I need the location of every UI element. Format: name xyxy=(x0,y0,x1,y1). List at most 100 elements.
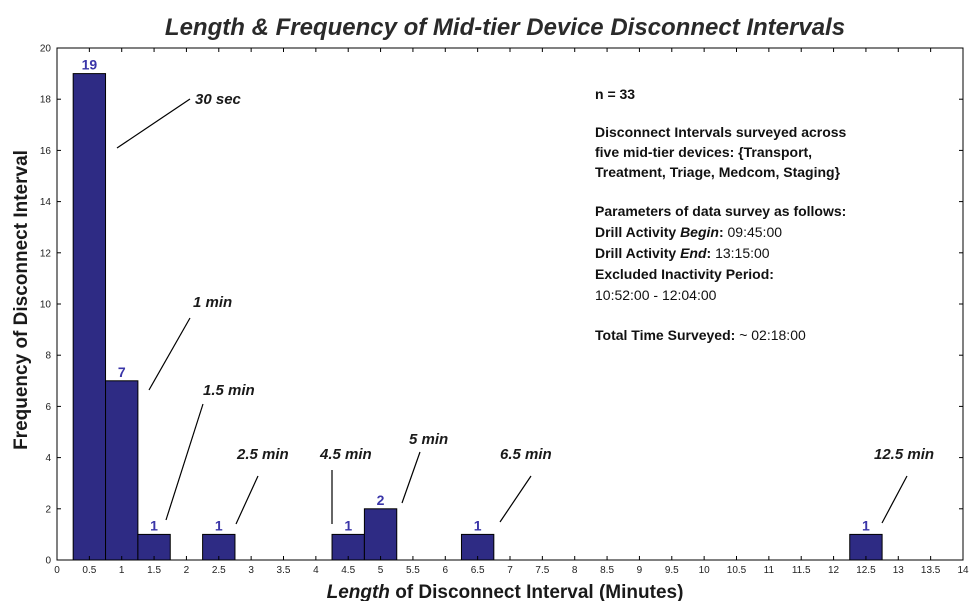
y-tick-label-9: 18 xyxy=(40,95,52,106)
y-tick-label-5: 10 xyxy=(40,300,52,311)
x-tick-label-1: 0.5 xyxy=(82,565,96,576)
info-params: Parameters of data survey as follows: xyxy=(595,203,846,219)
bar-label-2: 1 xyxy=(150,517,158,533)
x-tick-label-15: 7.5 xyxy=(535,565,549,576)
x-tick-label-8: 4 xyxy=(313,565,319,576)
info-begin-value: 09:45:00 xyxy=(728,224,783,240)
callout-line-6 xyxy=(499,475,532,523)
callout-label-3: 2.5 min xyxy=(236,446,289,463)
x-tick-label-0: 0 xyxy=(54,565,60,576)
info-surveyed-1: Disconnect Intervals surveyed across xyxy=(595,124,847,140)
x-tick-label-28: 14 xyxy=(957,565,969,576)
info-end-a: Drill Activity xyxy=(595,245,680,261)
x-tick-label-5: 2.5 xyxy=(212,565,226,576)
bar-label-0: 19 xyxy=(82,57,98,73)
callout-label-7: 12.5 min xyxy=(874,446,934,463)
info-excluded: Excluded Inactivity Period: xyxy=(595,266,774,282)
bar-label-7: 1 xyxy=(862,517,870,533)
callout-label-0: 30 sec xyxy=(195,91,242,108)
info-begin: Drill Activity Begin: 09:45:00 xyxy=(595,224,782,240)
info-n: n = 33 xyxy=(595,86,635,102)
callout-line-7 xyxy=(881,475,908,524)
bar-label-1: 7 xyxy=(118,364,126,380)
x-axis-label-italic: Length xyxy=(327,582,390,601)
y-tick-label-2: 4 xyxy=(45,453,51,464)
y-tick-label-10: 20 xyxy=(40,44,52,55)
y-axis-label: Frequency of Disconnect Interval xyxy=(11,150,32,450)
callout-line-0 xyxy=(116,98,191,149)
bar-3 xyxy=(202,533,236,561)
x-tick-label-17: 8.5 xyxy=(600,565,614,576)
x-tick-label-25: 12.5 xyxy=(856,565,876,576)
callout-label-4: 4.5 min xyxy=(319,446,372,463)
x-ticks-group: 0 0.5 1 1.5 2 2.5 3 3.5 4 4.5 5 5.5 6 6.5 7 7.5 8 8.5 9 9.5… xyxy=(54,48,969,576)
info-end-value: 13:15:00 xyxy=(715,245,770,261)
y-tick-label-8: 16 xyxy=(40,146,52,157)
y-tick-label-3: 6 xyxy=(45,402,51,413)
bar-1 xyxy=(105,380,139,561)
x-tick-label-10: 5 xyxy=(378,565,384,576)
chart-title: Length & Frequency of Mid-tier Device Di… xyxy=(165,14,845,41)
bar-labels-group: 19 7 1 1 1 2 1 1 xyxy=(82,57,870,534)
bars-group xyxy=(72,73,883,561)
x-tick-label-24: 12 xyxy=(828,565,840,576)
x-tick-label-7: 3.5 xyxy=(277,565,291,576)
callout-line-5 xyxy=(401,451,421,504)
y-tick-label-1: 2 xyxy=(45,504,51,515)
bar-5 xyxy=(363,508,398,561)
x-tick-label-18: 9 xyxy=(637,565,643,576)
x-axis-label-rest: of Disconnect Interval (Minutes) xyxy=(390,582,683,601)
info-box: n = 33 Disconnect Intervals surveyed acr… xyxy=(595,86,847,343)
bar-label-5: 2 xyxy=(377,492,385,508)
x-tick-label-26: 13 xyxy=(893,565,905,576)
x-tick-label-3: 1.5 xyxy=(147,565,161,576)
callout-line-1 xyxy=(148,317,191,391)
x-tick-label-4: 2 xyxy=(184,565,190,576)
callout-label-6: 6.5 min xyxy=(500,446,552,463)
y-tick-label-4: 8 xyxy=(45,351,51,362)
info-total: Total Time Surveyed: ~ 02:18:00 xyxy=(595,327,806,343)
info-total-a: Total Time Surveyed: xyxy=(595,327,735,343)
info-total-value: ~ 02:18:00 xyxy=(735,327,806,343)
x-tick-label-14: 7 xyxy=(507,565,513,576)
x-tick-label-22: 11 xyxy=(764,565,775,576)
x-axis-label: Length of Disconnect Interval (Minutes) xyxy=(327,582,684,601)
info-end-c: : xyxy=(707,245,716,261)
bar-label-4: 1 xyxy=(344,517,352,533)
x-tick-label-21: 10.5 xyxy=(727,565,747,576)
y-tick-label-7: 14 xyxy=(40,197,52,208)
x-tick-label-19: 9.5 xyxy=(665,565,679,576)
info-begin-a: Drill Activity xyxy=(595,224,680,240)
callout-line-2 xyxy=(165,403,204,521)
info-begin-c: : xyxy=(719,224,728,240)
y-tick-label-6: 12 xyxy=(40,248,52,259)
x-tick-label-23: 11.5 xyxy=(792,565,811,576)
bar-label-3: 1 xyxy=(215,517,223,533)
callout-line-3 xyxy=(235,475,259,525)
x-tick-label-27: 13.5 xyxy=(921,565,941,576)
info-surveyed-3: Treatment, Triage, Medcom, Staging} xyxy=(595,164,841,180)
bar-label-6: 1 xyxy=(474,517,482,533)
bar-0 xyxy=(72,73,107,561)
info-end-b: End xyxy=(680,245,707,261)
x-tick-label-2: 1 xyxy=(119,565,125,576)
x-tick-label-11: 5.5 xyxy=(406,565,420,576)
info-excluded-value: 10:52:00 - 12:04:00 xyxy=(595,287,717,303)
bar-7 xyxy=(849,533,883,561)
info-surveyed-2: five mid-tier devices: {Transport, xyxy=(595,144,812,160)
callout-label-1: 1 min xyxy=(193,294,232,311)
x-tick-label-6: 3 xyxy=(248,565,254,576)
x-tick-label-16: 8 xyxy=(572,565,578,576)
x-tick-label-9: 4.5 xyxy=(341,565,355,576)
info-begin-b: Begin xyxy=(680,224,719,240)
callout-label-5: 5 min xyxy=(409,431,448,448)
x-tick-label-13: 6.5 xyxy=(471,565,485,576)
x-tick-label-12: 6 xyxy=(443,565,449,576)
x-tick-label-20: 10 xyxy=(699,565,711,576)
info-end: Drill Activity End: 13:15:00 xyxy=(595,245,770,261)
callouts-group: 30 sec 1 min 1.5 min 2.5 min 4.5 min 5 min 6.5… xyxy=(116,91,934,525)
y-tick-label-0: 0 xyxy=(45,556,51,567)
callout-label-2: 1.5 min xyxy=(203,382,255,399)
